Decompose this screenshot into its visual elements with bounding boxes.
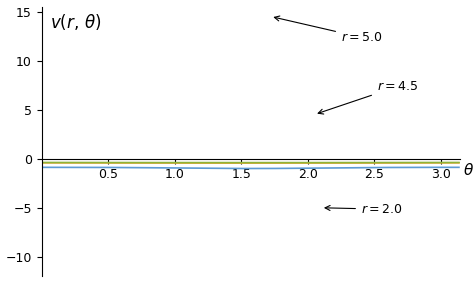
Text: $r = 2.0$: $r = 2.0$ bbox=[325, 203, 403, 216]
Text: $r = 5.0$: $r = 5.0$ bbox=[274, 16, 383, 44]
X-axis label: θ: θ bbox=[463, 163, 473, 178]
Text: $v(r,\,\theta)$: $v(r,\,\theta)$ bbox=[50, 12, 102, 32]
Text: $r = 4.5$: $r = 4.5$ bbox=[318, 80, 418, 114]
